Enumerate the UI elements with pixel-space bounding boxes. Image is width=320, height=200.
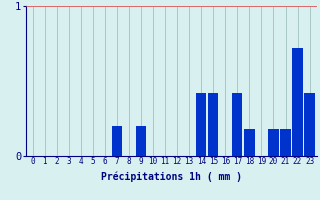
Bar (208, 93, 219, 156)
Bar (136, 126, 146, 156)
Bar (304, 93, 315, 156)
Bar (268, 129, 279, 156)
Bar (280, 129, 291, 156)
X-axis label: Précipitations 1h ( mm ): Précipitations 1h ( mm ) (101, 172, 242, 182)
Bar (232, 93, 243, 156)
Bar (112, 126, 122, 156)
Bar (196, 93, 206, 156)
Bar (244, 129, 254, 156)
Bar (292, 48, 303, 156)
